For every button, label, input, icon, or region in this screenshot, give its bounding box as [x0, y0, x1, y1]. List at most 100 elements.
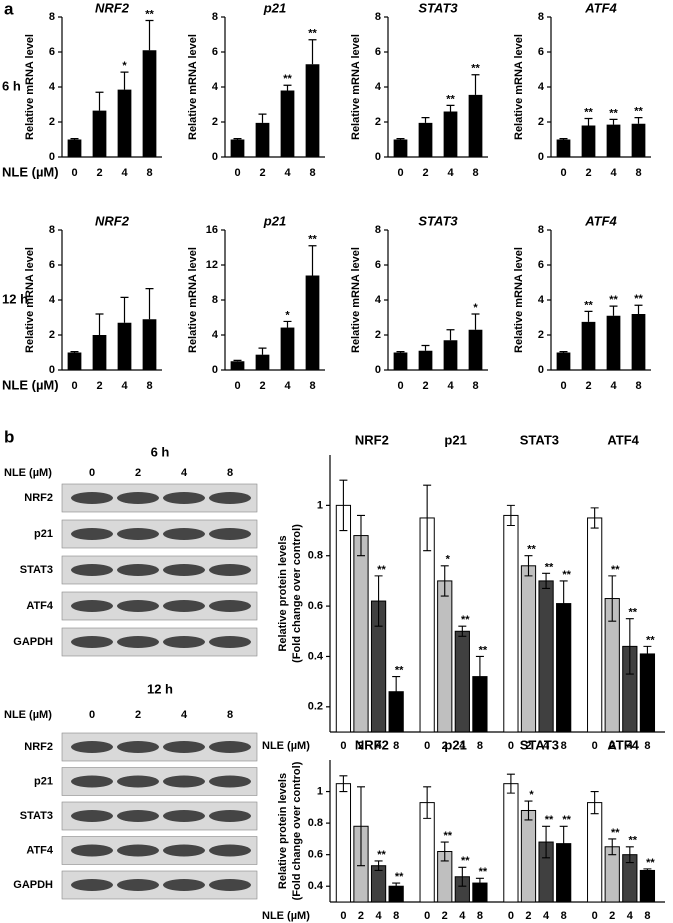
chart-title: STAT3 [418, 213, 458, 228]
bar [255, 122, 270, 157]
y-tick-label: 4 [538, 294, 545, 306]
x-tick-label: 4 [610, 380, 617, 392]
y-tick-label: 2 [375, 116, 381, 128]
x-tick-label: 2 [609, 740, 615, 752]
x-tick-label: 4 [121, 167, 128, 179]
y-tick-label: 0.6 [308, 600, 323, 612]
error-bar [396, 138, 405, 140]
significance: ** [584, 299, 593, 311]
error-bar [524, 800, 533, 821]
y-tick-label: 4 [212, 81, 219, 93]
significance: * [122, 60, 127, 72]
group-title: p21 [444, 737, 466, 752]
y-tick-label: 0 [538, 364, 544, 376]
x-tick-label: 0 [424, 740, 430, 752]
y-tick-label: 0 [49, 364, 55, 376]
lane-label: 8 [227, 709, 233, 721]
blot-band [209, 844, 251, 857]
error-bar [120, 296, 129, 323]
bar [335, 783, 352, 903]
error-bar [584, 117, 593, 126]
blot-band [117, 564, 159, 576]
y-tick-label: 0 [212, 151, 218, 163]
significance: ** [545, 561, 554, 573]
blot-band [163, 844, 205, 857]
x-tick-label: 8 [146, 167, 152, 179]
x-tick-label: 8 [477, 740, 483, 752]
error-bar [392, 676, 401, 708]
y-tick-label: 8 [212, 294, 218, 306]
blot-band [117, 879, 159, 891]
blot-band [209, 600, 251, 612]
x-tick-label: 2 [259, 167, 265, 179]
bar [92, 110, 107, 157]
x-tick-label: 2 [96, 380, 102, 392]
y-axis-label: Relative mRNA level [24, 34, 36, 140]
y-tick-label: 0 [375, 151, 381, 163]
bar [587, 802, 603, 903]
y-tick-label: 0 [212, 364, 218, 376]
panel-label: a [4, 0, 14, 18]
error-bar [145, 288, 154, 320]
y-tick-label: 6 [375, 46, 381, 58]
bar [520, 565, 537, 733]
error-bar [584, 310, 593, 322]
error-bar [634, 117, 643, 124]
error-bar [308, 39, 317, 65]
x-tick-label: 8 [635, 380, 641, 392]
x-tick-label: 2 [358, 910, 364, 922]
x-tick-label: 2 [442, 910, 448, 922]
x-tick-label: 0 [234, 167, 240, 179]
x-tick-label: 8 [644, 910, 650, 922]
x-tick-label: 8 [309, 380, 315, 392]
y-axis-label: Relative mRNA level [513, 34, 525, 140]
error-bar [506, 504, 515, 527]
x-tick-label: 8 [146, 380, 152, 392]
y-axis-label: Relative mRNA level [350, 247, 362, 353]
x-tick-label: 0 [508, 740, 514, 752]
error-bar [339, 775, 348, 793]
error-bar [608, 838, 617, 856]
error-bar [421, 344, 430, 351]
y-tick-label: 0 [375, 364, 381, 376]
blot-band [209, 879, 251, 891]
x-tick-label: 8 [472, 167, 478, 179]
x-tick-label: 4 [447, 380, 454, 392]
blot-band [209, 492, 251, 504]
chart-title: p21 [263, 213, 286, 228]
blot-band [209, 564, 251, 576]
error-bar [625, 846, 634, 864]
significance: ** [634, 293, 643, 305]
y-tick-label: 0.4 [308, 880, 324, 892]
error-bar [446, 104, 455, 112]
x-tick-label: 2 [358, 740, 364, 752]
blot-band [117, 528, 159, 540]
blot-band [117, 844, 159, 857]
bar [639, 653, 656, 733]
x-tick-label: 0 [71, 380, 77, 392]
protein-label: GAPDH [13, 879, 53, 891]
lane-label: 4 [181, 709, 188, 721]
error-bar [283, 320, 292, 328]
lane-label: 2 [135, 709, 141, 721]
blot-band [71, 844, 113, 857]
y-tick-label: 8 [49, 224, 55, 236]
error-bar [339, 479, 348, 532]
x-tick-label: 0 [340, 910, 346, 922]
x-tick-label: 4 [543, 740, 550, 752]
bar [631, 123, 646, 157]
error-bar [70, 351, 79, 353]
error-bar [643, 645, 652, 663]
y-tick-label: 6 [375, 259, 381, 271]
significance: ** [443, 830, 452, 842]
y-axis-label: Relative protein levels [277, 773, 289, 889]
bar [280, 327, 295, 370]
bar [142, 319, 157, 370]
blot-band [209, 775, 251, 788]
x-tick-label: 4 [459, 910, 466, 922]
chart-title: NRF2 [95, 0, 130, 15]
significance: ** [308, 234, 317, 246]
x-tick-label: 4 [447, 167, 454, 179]
significance: ** [308, 28, 317, 40]
error-bar [233, 359, 242, 362]
